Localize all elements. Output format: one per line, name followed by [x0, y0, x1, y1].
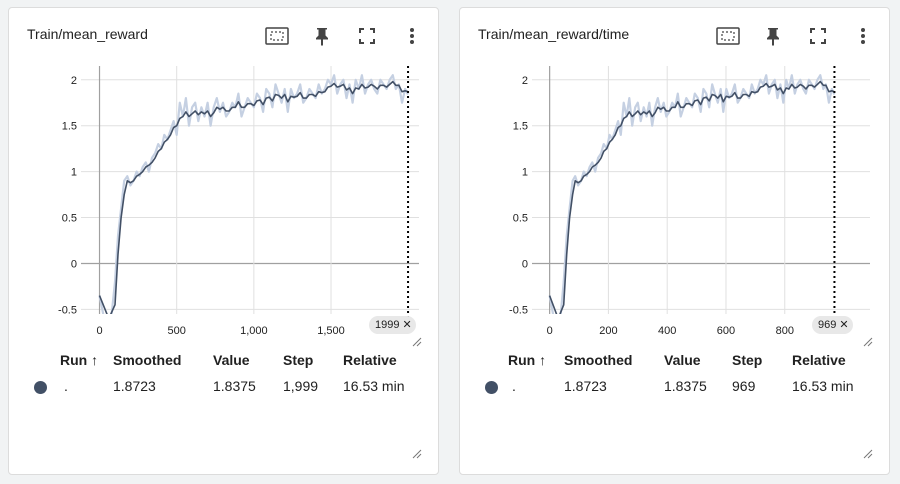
y-tick-label: 0.5 [513, 213, 528, 225]
y-tick-label: -0.5 [58, 304, 77, 316]
y-tick-label: 2 [522, 75, 528, 87]
more-options-button[interactable] [849, 22, 877, 50]
more-options-button[interactable] [398, 22, 426, 50]
raw-value: 1.8375 [664, 378, 707, 394]
pin-button[interactable] [308, 22, 336, 50]
scalar-card: Train/mean_reward -0.5 0 0.5 1 1.5 2 0 500 1,000… [8, 7, 439, 475]
y-tick-label: 0 [71, 258, 77, 270]
smoothed-series-line [98, 80, 409, 314]
relative-value: 16.53 min [792, 378, 854, 394]
column-header-smoothed[interactable]: Smoothed [113, 352, 182, 368]
pin-icon [316, 28, 328, 46]
y-tick-label: 0 [522, 258, 528, 270]
plot-area [98, 74, 409, 314]
x-tick-label: 0 [96, 325, 102, 337]
smoothed-value: 1.8723 [564, 378, 607, 394]
y-tick-label: 2 [71, 75, 77, 87]
run-name: . [512, 378, 516, 394]
step-value: 1,999 [283, 378, 319, 394]
y-tick-label: 1.5 [62, 121, 77, 133]
column-header-smoothed[interactable]: Smoothed [564, 352, 633, 368]
column-header-step[interactable]: Step [283, 352, 314, 368]
x-tick-label: 400 [658, 325, 676, 337]
fullscreen-button[interactable] [353, 22, 381, 50]
column-header-run[interactable]: Run ↑ [60, 352, 99, 368]
x-tick-label: 500 [168, 325, 186, 337]
pin-icon [767, 28, 779, 46]
x-tick-label: 800 [776, 325, 794, 337]
step-value: 969 [732, 378, 756, 394]
column-header-relative[interactable]: Relative [343, 352, 397, 368]
smoothed-series-line [548, 80, 835, 314]
fit-domain-icon [716, 27, 740, 45]
resize-icon[interactable] [412, 449, 422, 459]
line-chart[interactable]: -0.5 0 0.5 1 1.5 2 0 500 1,000 1,500 [9, 60, 440, 350]
x-tick-label: 200 [599, 325, 617, 337]
column-header-run[interactable]: Run ↑ [508, 352, 547, 368]
line-chart[interactable]: -0.5 0 0.5 1 1.5 2 0 200 400 600 800 [460, 60, 891, 350]
raw-value: 1.8375 [213, 378, 256, 394]
plot-area [548, 74, 836, 314]
close-icon[interactable]: ✕ [402, 319, 412, 331]
column-header-value[interactable]: Value [664, 352, 701, 368]
smoothed-value: 1.8723 [113, 378, 156, 394]
step-cursor-badge[interactable]: 1999 ✕ [369, 316, 416, 334]
x-tick-label: 0 [547, 325, 553, 337]
more-vert-icon [861, 28, 865, 44]
resize-icon[interactable] [863, 337, 873, 347]
step-cursor-badge[interactable]: 969 ✕ [812, 316, 853, 334]
column-header-value[interactable]: Value [213, 352, 250, 368]
fit-domain-button[interactable] [263, 22, 291, 50]
run-color-swatch [485, 381, 498, 394]
y-tick-label: 0.5 [62, 213, 77, 225]
fullscreen-button[interactable] [804, 22, 832, 50]
y-tick-label: -0.5 [509, 304, 528, 316]
raw-series-line [98, 74, 409, 314]
run-name: . [64, 378, 68, 394]
resize-icon[interactable] [863, 449, 873, 459]
x-tick-label: 1,500 [317, 325, 345, 337]
raw-series-line [548, 74, 836, 314]
card-title: Train/mean_reward/time [478, 26, 630, 42]
column-header-step[interactable]: Step [732, 352, 763, 368]
close-icon[interactable]: ✕ [839, 319, 849, 331]
step-badge-value: 969 [818, 319, 837, 331]
scalar-card: Train/mean_reward/time -0.5 0 0.5 1 1.5 2 0 200… [459, 7, 890, 475]
y-tick-label: 1 [522, 167, 528, 179]
fullscreen-icon [359, 28, 375, 44]
fit-domain-button[interactable] [714, 22, 742, 50]
fullscreen-icon [810, 28, 826, 44]
pin-button[interactable] [759, 22, 787, 50]
step-badge-value: 1999 [375, 319, 400, 331]
relative-value: 16.53 min [343, 378, 405, 394]
fit-domain-icon [265, 27, 289, 45]
more-vert-icon [410, 28, 414, 44]
x-tick-label: 1,000 [240, 325, 268, 337]
run-color-swatch [34, 381, 47, 394]
card-title: Train/mean_reward [27, 26, 148, 42]
y-tick-label: 1 [71, 167, 77, 179]
x-tick-label: 600 [717, 325, 735, 337]
y-tick-label: 1.5 [513, 121, 528, 133]
resize-icon[interactable] [412, 337, 422, 347]
column-header-relative[interactable]: Relative [792, 352, 846, 368]
